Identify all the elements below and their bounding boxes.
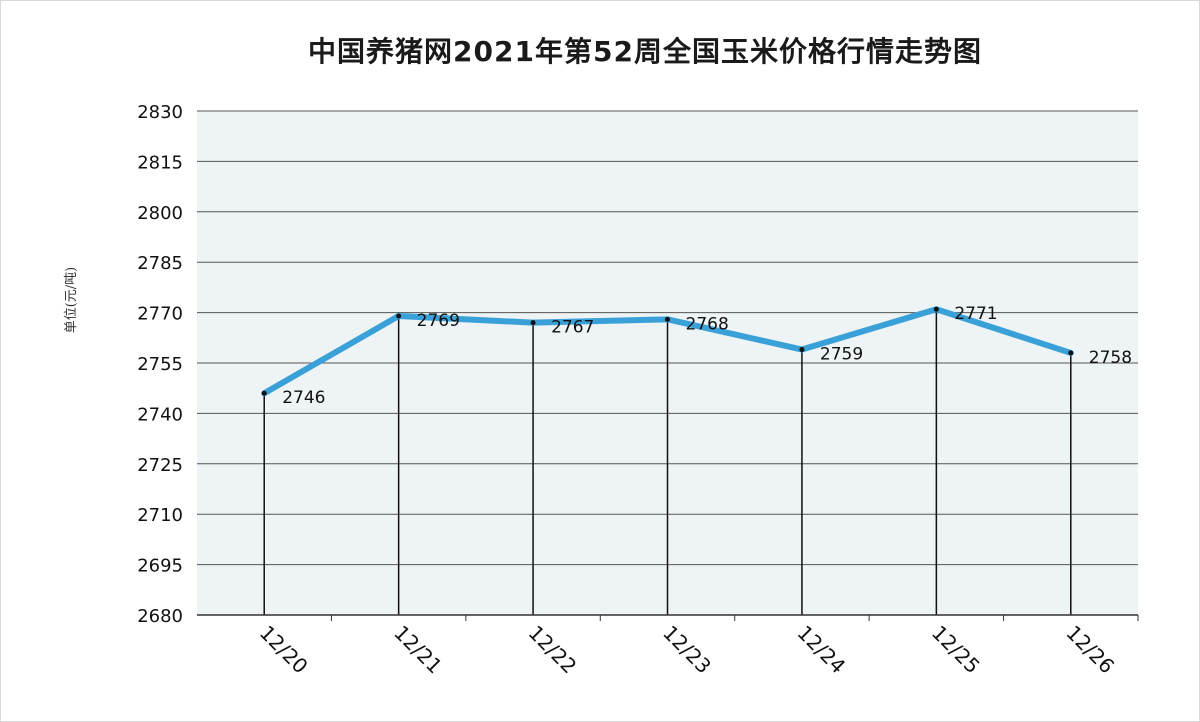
data-point xyxy=(933,306,939,312)
data-point xyxy=(530,320,536,326)
y-tick-label: 2710 xyxy=(137,505,183,526)
y-tick-label: 2680 xyxy=(137,606,183,627)
y-tick-label: 2830 xyxy=(137,102,183,123)
data-point xyxy=(261,390,267,396)
x-tick-label: 12/22 xyxy=(524,621,582,679)
data-label: 2768 xyxy=(686,314,729,334)
data-point xyxy=(799,347,805,353)
data-point xyxy=(396,313,402,319)
y-tick-label: 2785 xyxy=(137,253,183,274)
y-tick-label: 2725 xyxy=(137,455,183,476)
y-tick-label: 2755 xyxy=(137,354,183,375)
x-tick-label: 12/23 xyxy=(658,621,716,679)
y-tick-label: 2770 xyxy=(137,304,183,325)
x-tick-label: 12/20 xyxy=(255,621,313,679)
data-labels: 2746 2769 2767 2768 2759 2771 2758 xyxy=(282,304,1132,408)
y-tick-label: 2740 xyxy=(137,404,183,425)
x-tick-label: 12/25 xyxy=(927,621,985,679)
data-label: 2746 xyxy=(282,388,325,408)
drop-lines xyxy=(263,309,1072,615)
data-label: 2771 xyxy=(954,304,997,324)
x-tick-label: 12/24 xyxy=(793,621,851,679)
x-tick-labels: 12/20 12/21 12/22 12/23 12/24 12/25 12/26 xyxy=(255,615,1139,679)
data-label: 2759 xyxy=(820,345,863,365)
x-tick-label: 12/21 xyxy=(389,621,447,679)
data-label: 2767 xyxy=(551,318,594,338)
data-point xyxy=(1068,350,1074,356)
chart-title: 中国养猪网2021年第52周全国玉米价格行情走势图 xyxy=(308,35,982,68)
x-tick-label: 12/26 xyxy=(1061,621,1119,679)
data-label: 2769 xyxy=(417,311,460,331)
data-point xyxy=(665,316,670,322)
y-tick-label: 2695 xyxy=(137,556,183,577)
y-tick-labels: 2680 2695 2710 2725 2740 2755 2770 2785 2800 2815… xyxy=(137,102,183,627)
y-tick-label: 2815 xyxy=(137,152,183,173)
y-tick-label: 2800 xyxy=(137,203,183,224)
data-points xyxy=(261,306,1074,396)
data-label: 2758 xyxy=(1089,348,1132,368)
